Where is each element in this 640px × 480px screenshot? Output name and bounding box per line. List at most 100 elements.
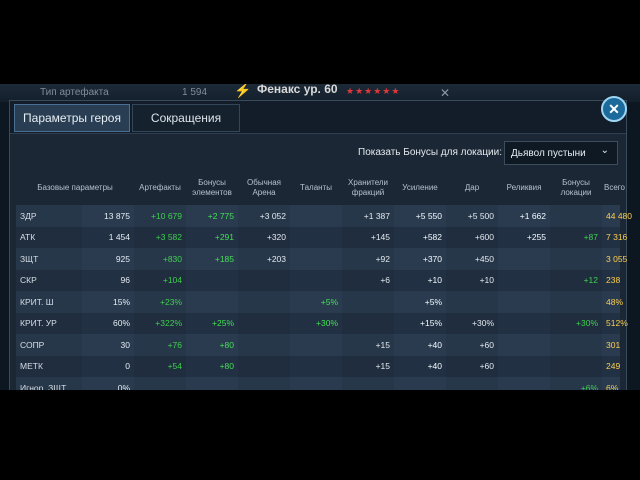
stat-bonus: +87 xyxy=(550,226,603,248)
column-header: Всего xyxy=(604,183,625,192)
stat-name: Игнор. ЗЩТ xyxy=(16,377,82,390)
stat-bonus: +320 xyxy=(238,226,291,248)
stat-bonus: +291 xyxy=(186,226,239,248)
stat-bonus: +40 xyxy=(394,334,447,356)
stat-bonus xyxy=(550,355,603,377)
stat-total: 301 xyxy=(602,334,620,356)
stat-bonus: +3 052 xyxy=(238,205,291,227)
stat-bonus: +30% xyxy=(290,312,343,334)
game-screen: Тип артефакта 1 594 ⚡ Фенакс ур. 60 ★★★★… xyxy=(0,84,640,390)
stat-bonus: +6 xyxy=(342,269,395,291)
stat-bonus: +6% xyxy=(550,377,603,390)
table-row: ЗЩТ 925 +830 +185 +203 +92 +370 +450 3 055 xyxy=(16,248,627,270)
stat-bonus: +80 xyxy=(186,334,239,356)
stat-bonus xyxy=(498,312,551,334)
stat-bonus xyxy=(498,248,551,270)
stat-total: 512% xyxy=(602,312,628,334)
stat-bonus xyxy=(342,291,395,313)
column-header: Усиление xyxy=(402,183,438,192)
table-row: Игнор. ЗЩТ 0% +6% 6% xyxy=(16,377,620,390)
table-row: МЕТК 0 +54 +80 +15 +40 +60 249 xyxy=(16,355,620,377)
stat-bonus xyxy=(238,269,291,291)
stat-bonus xyxy=(290,226,343,248)
stat-bonus: +10 xyxy=(446,269,499,291)
location-select[interactable]: Дьявол пустыни ⌄ xyxy=(504,141,618,165)
stat-name: КРИТ. УР xyxy=(16,312,82,334)
stat-bonus xyxy=(446,291,499,313)
stat-base-value: 96 xyxy=(82,269,135,291)
stat-bonus xyxy=(238,291,291,313)
stat-bonus: +1 662 xyxy=(498,205,551,227)
tab-bar: Параметры героя Сокращения xyxy=(10,101,626,134)
background-close-icon: ✕ xyxy=(440,86,451,100)
stat-base-value: 30 xyxy=(82,334,135,356)
stat-bonus: +600 xyxy=(446,226,499,248)
stat-bonus xyxy=(134,377,187,390)
stat-bonus xyxy=(550,334,603,356)
stat-bonus: +830 xyxy=(134,248,187,270)
background-hero-header: Тип артефакта 1 594 ⚡ Фенакс ур. 60 ★★★★… xyxy=(0,84,640,102)
stat-bonus: +5 550 xyxy=(394,205,447,227)
stat-bonus xyxy=(498,269,551,291)
stat-base-value: 925 xyxy=(82,248,135,270)
stat-name: АТК xyxy=(16,226,82,248)
stat-name: ЗДР xyxy=(16,205,82,227)
stat-bonus: +104 xyxy=(134,269,187,291)
stat-bonus: +12 xyxy=(550,269,603,291)
hero-title: Фенакс ур. 60 xyxy=(257,84,338,96)
table-row: СОПР 30 +76 +80 +15 +40 +60 301 xyxy=(16,334,620,356)
close-button[interactable]: ✕ xyxy=(601,96,627,122)
stat-bonus xyxy=(498,334,551,356)
stat-bonus: +1 387 xyxy=(342,205,395,227)
stat-base-value: 1 454 xyxy=(82,226,135,248)
stat-bonus xyxy=(290,355,343,377)
stat-bonus xyxy=(290,248,343,270)
stat-bonus: +76 xyxy=(134,334,187,356)
tab-abbreviations[interactable]: Сокращения xyxy=(132,104,240,132)
column-header: Хранители фракций xyxy=(348,178,389,197)
stat-name: МЕТК xyxy=(16,355,82,377)
stat-name: СКР xyxy=(16,269,82,291)
stat-bonus xyxy=(498,377,551,390)
stat-bonus xyxy=(550,248,603,270)
table-row: КРИТ. Ш 15% +23% +5% +5% 48% xyxy=(16,291,623,313)
stat-total: 44 480 xyxy=(602,205,632,227)
stat-name: КРИТ. Ш xyxy=(16,291,82,313)
stat-bonus xyxy=(186,291,239,313)
stat-bonus: +60 xyxy=(446,334,499,356)
stat-bonus xyxy=(498,291,551,313)
stat-bonus xyxy=(186,269,239,291)
stat-bonus: +80 xyxy=(186,355,239,377)
table-header: Базовые параметры Артефакты Бонусы элеме… xyxy=(16,171,625,205)
close-icon: ✕ xyxy=(608,100,620,117)
stat-bonus: +54 xyxy=(134,355,187,377)
stat-bonus xyxy=(290,334,343,356)
location-select-value: Дьявол пустыни xyxy=(511,148,586,159)
stat-bonus xyxy=(550,291,603,313)
artifact-type-label: Тип артефакта xyxy=(40,87,109,98)
stat-bonus xyxy=(290,377,343,390)
stat-bonus: +30% xyxy=(446,312,499,334)
stat-base-value: 0% xyxy=(82,377,135,390)
stat-bonus: +5% xyxy=(290,291,343,313)
stat-bonus xyxy=(446,377,499,390)
stat-total: 3 055 xyxy=(602,248,627,270)
stat-bonus: +92 xyxy=(342,248,395,270)
column-header: Обычная Арена xyxy=(247,178,281,197)
stat-bonus xyxy=(498,355,551,377)
column-header: Бонусы локации xyxy=(560,178,592,197)
stat-bonus xyxy=(550,205,603,227)
stat-bonus: +450 xyxy=(446,248,499,270)
location-filter-label: Показать Бонусы для локации: xyxy=(358,147,502,158)
chevron-down-icon: ⌄ xyxy=(600,145,609,156)
stat-bonus: +255 xyxy=(498,226,551,248)
column-header: Артефакты xyxy=(139,183,181,192)
stats-table: Базовые параметры Артефакты Бонусы элеме… xyxy=(16,171,632,390)
column-header: Базовые параметры xyxy=(37,183,113,192)
stat-bonus: +185 xyxy=(186,248,239,270)
column-header: Таланты xyxy=(300,183,332,192)
tab-hero-params[interactable]: Параметры героя xyxy=(14,104,130,132)
stat-bonus xyxy=(238,334,291,356)
stat-bonus xyxy=(238,355,291,377)
stat-bonus: +3 582 xyxy=(134,226,187,248)
